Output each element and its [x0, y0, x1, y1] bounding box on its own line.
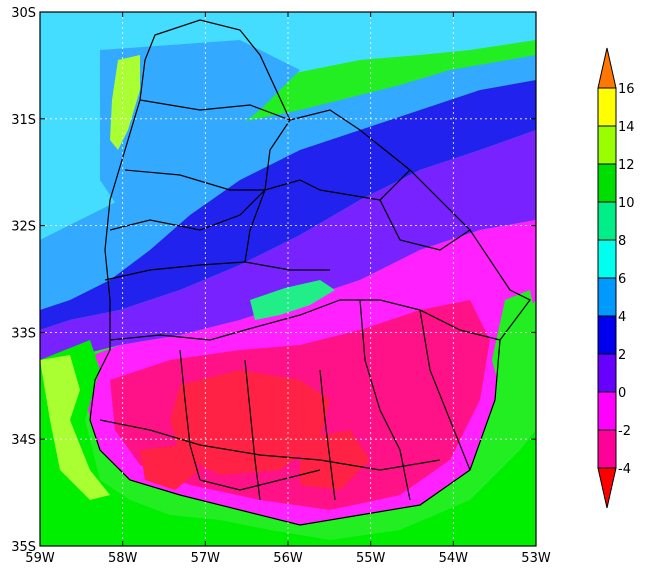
- colorbar-segment: [597, 353, 617, 393]
- x-tick-label: 59W: [25, 551, 55, 566]
- border-line-6: [379, 199, 471, 251]
- lagoon-strip: [492, 290, 536, 390]
- border-line-8: [179, 349, 201, 481]
- colorbar-label: 10: [618, 196, 635, 211]
- colorbar-label: 2: [618, 348, 626, 363]
- border-line-12: [99, 419, 441, 471]
- uruguay-outline: [89, 19, 531, 526]
- colorbar-label: 16: [618, 82, 635, 97]
- border-line-3: [109, 189, 266, 231]
- colorbar-label: 12: [618, 158, 635, 173]
- colorbar-top-arrow: [597, 47, 617, 89]
- sky-north-region: [100, 40, 300, 210]
- border-line-13: [419, 309, 471, 471]
- colorbar-label: 0: [618, 386, 626, 401]
- colorbar-segment: [597, 429, 617, 469]
- colorbar-label: 8: [618, 234, 626, 249]
- y-tick-label: 34S: [11, 433, 36, 448]
- colorbar-segment: [597, 163, 617, 203]
- red-core-region: [170, 370, 330, 475]
- colorbar-segment: [597, 239, 617, 279]
- x-axis: 59W 58W 57W 56W 55W 54W 53W: [25, 12, 551, 566]
- gridlines: [40, 12, 536, 546]
- colorbar-bottom-arrow: [597, 467, 617, 509]
- colorbar-label: -4: [618, 462, 631, 477]
- y-tick-label: 30S: [11, 6, 36, 21]
- colorbar-label: -2: [618, 424, 631, 439]
- x-tick-label: 55W: [356, 551, 386, 566]
- border-line-2: [124, 169, 411, 201]
- colorbar-label: 6: [618, 272, 626, 287]
- river-strip-north: [110, 55, 140, 150]
- colorbar-segment: [597, 125, 617, 165]
- colorbar-segment: [597, 201, 617, 241]
- blue-region: [40, 80, 536, 330]
- border-line-10: [319, 369, 336, 501]
- violet-region: [40, 130, 536, 360]
- field-layer: [40, 12, 536, 546]
- colorbar-label: 4: [618, 310, 626, 325]
- estuary-strip: [40, 355, 110, 500]
- border-line-1: [139, 99, 291, 121]
- border-line-4: [104, 261, 330, 281]
- x-tick-label: 56W: [273, 551, 303, 566]
- border-line-14: [199, 469, 321, 491]
- colorbar-label: 14: [618, 120, 635, 135]
- border-line-9: [244, 359, 261, 501]
- border-line-7: [109, 299, 501, 341]
- y-tick-label: 31S: [11, 113, 36, 128]
- colorbar-segment: [597, 87, 617, 127]
- colorbar-segment: [597, 277, 617, 317]
- y-tick-label: 35S: [11, 540, 36, 555]
- sky-region: [40, 55, 536, 310]
- red-south-region: [300, 430, 370, 490]
- x-tick-label: 57W: [191, 551, 221, 566]
- ocean-south: [40, 340, 536, 546]
- colorbar-segment: [597, 391, 617, 431]
- x-tick-label: 53W: [521, 551, 551, 566]
- y-tick-label: 33S: [11, 326, 36, 341]
- x-tick-label: 54W: [439, 551, 469, 566]
- colorbar: 16 14 12 10 8 6 4 2 0 -2 -4: [597, 47, 635, 509]
- lake-strip: [250, 280, 335, 320]
- x-tick-label: 58W: [108, 551, 138, 566]
- red-west-region: [140, 445, 200, 490]
- colorbar-segment: [597, 315, 617, 355]
- border-lines: [89, 19, 531, 526]
- border-line-5: [244, 119, 291, 263]
- y-tick-label: 32S: [11, 220, 36, 235]
- y-axis: 30S 31S 32S 33S 34S 35S: [11, 6, 536, 555]
